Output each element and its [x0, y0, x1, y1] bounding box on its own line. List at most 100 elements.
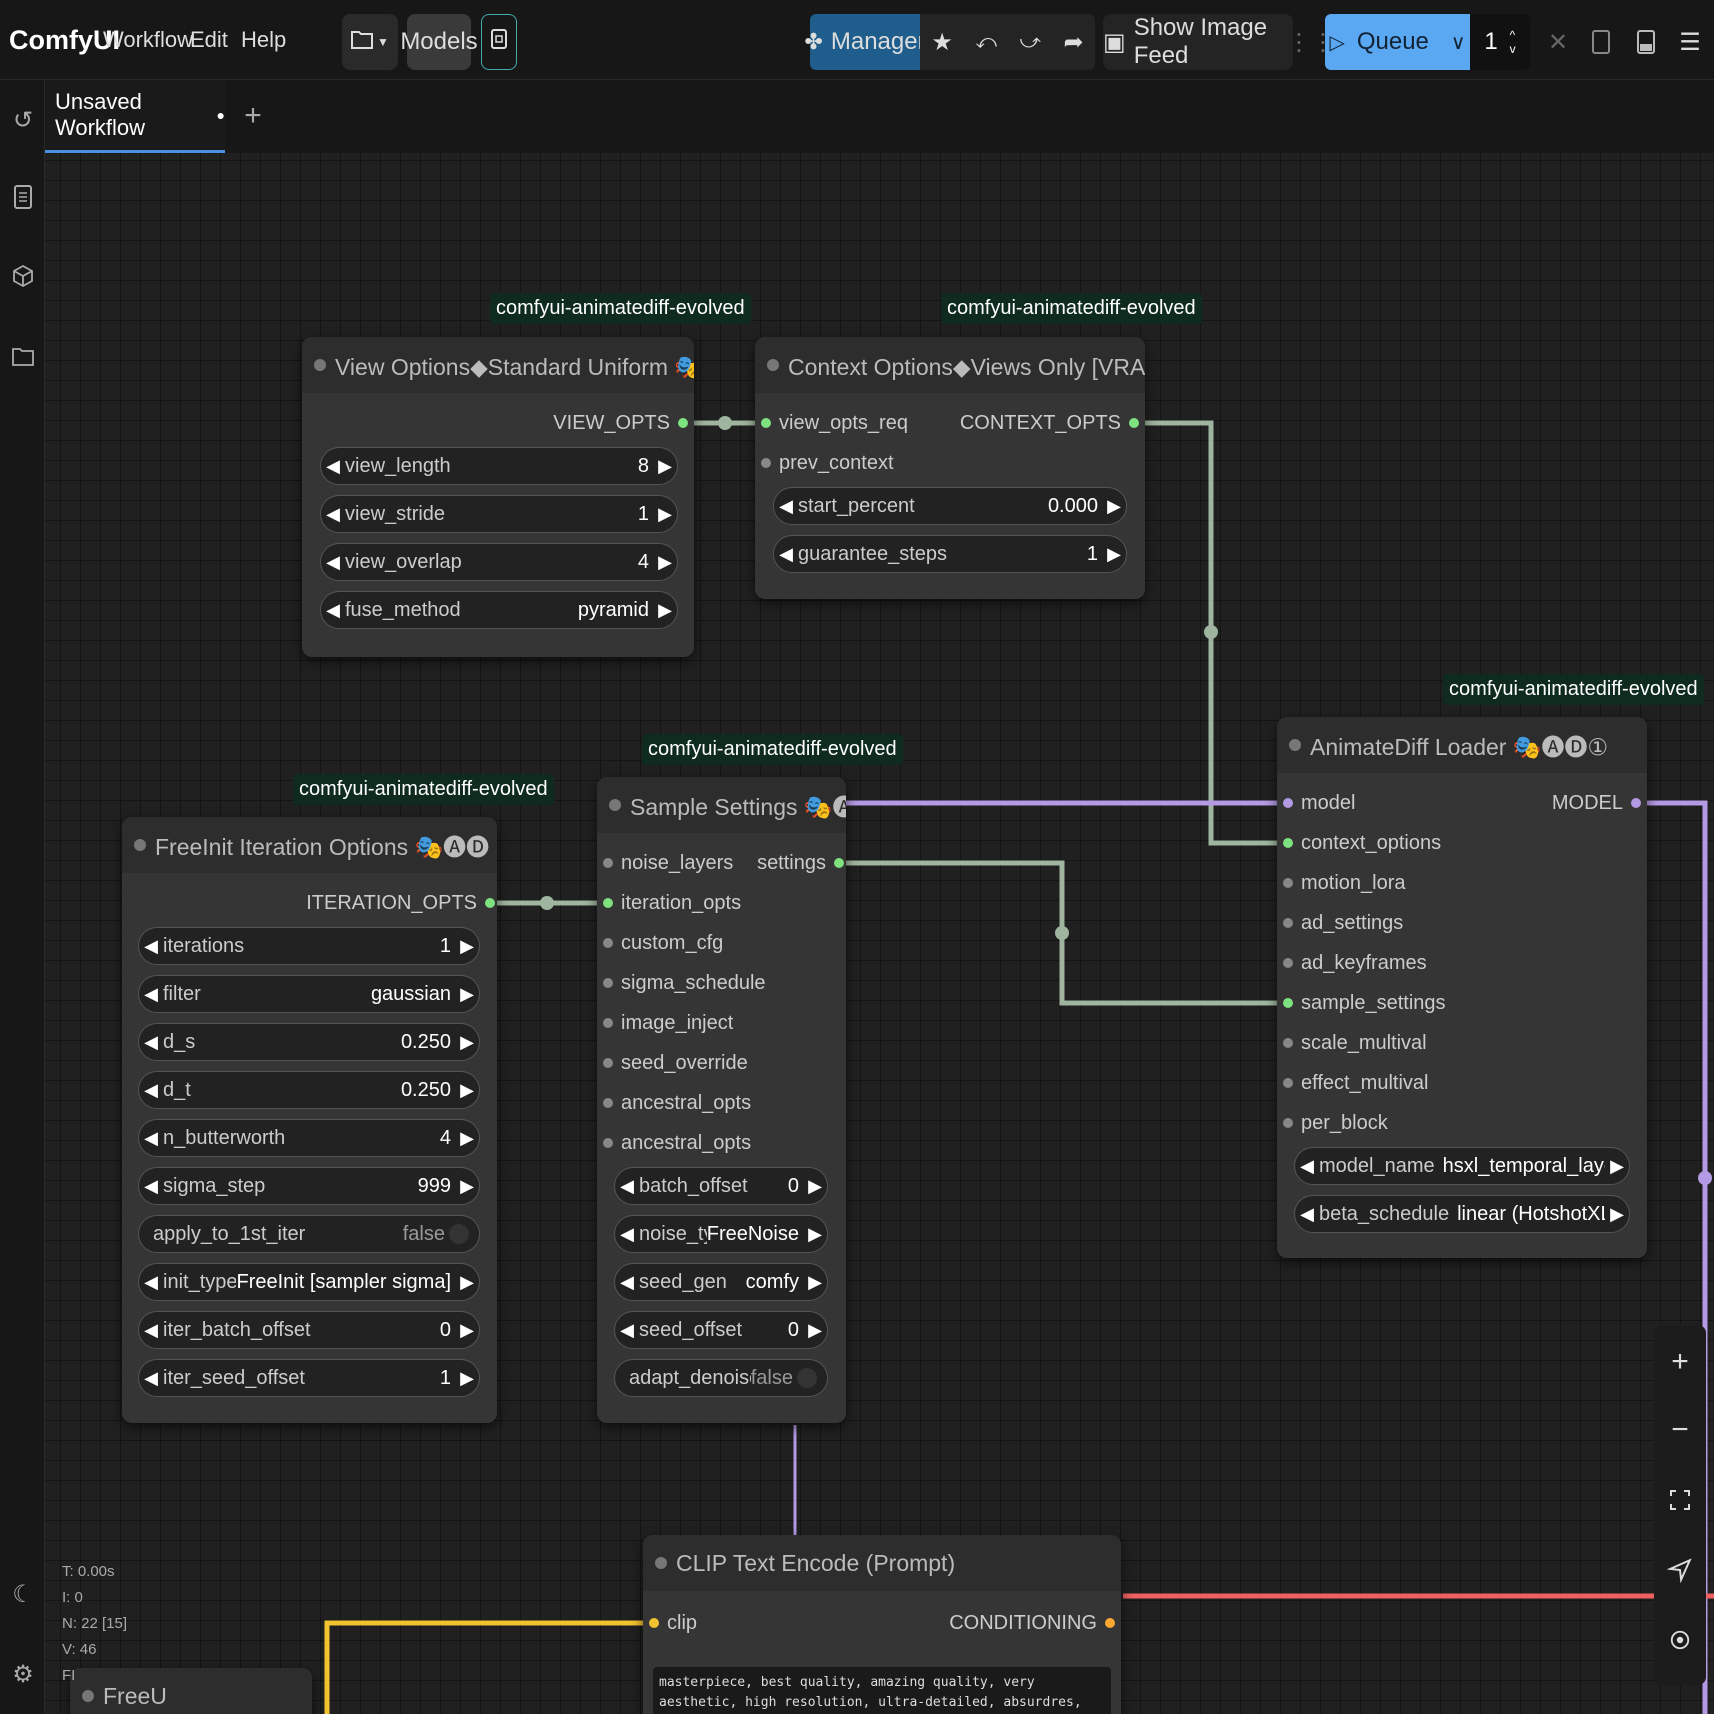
node-context-options[interactable]: Context Options◆Views Only [VRAM⇈] 🎭🅐🅓 v… — [755, 337, 1145, 599]
widget-value[interactable]: 0 — [787, 1318, 799, 1341]
slot-dot[interactable] — [603, 1138, 613, 1148]
widget-batch-offset[interactable]: ◀ batch_offset 0 ▶ — [614, 1167, 828, 1205]
widget-value[interactable]: 1 — [439, 1366, 451, 1389]
output-slot-iteration-opts[interactable]: ITERATION_OPTS — [306, 888, 495, 918]
node-freeu[interactable]: FreeU — [70, 1668, 312, 1714]
undo-icon[interactable]: ⤺ — [975, 30, 997, 53]
chevron-down-icon[interactable]: ∨ — [1450, 31, 1466, 54]
increment-arrow-icon[interactable]: ▶ — [658, 599, 672, 620]
input-slot-scale-multival[interactable]: scale_multival — [1283, 1028, 1427, 1058]
slot-dot[interactable] — [603, 858, 613, 868]
toggle-knob[interactable] — [797, 1368, 817, 1388]
widget-value[interactable]: 0.000 — [1047, 494, 1098, 517]
increment-arrow-icon[interactable]: ▶ — [460, 1127, 474, 1148]
input-slot-ad-settings[interactable]: ad_settings — [1283, 908, 1403, 938]
increment-arrow-icon[interactable]: ▶ — [460, 983, 474, 1004]
slot-dot[interactable] — [1283, 998, 1293, 1008]
decrement-arrow-icon[interactable]: ◀ — [326, 599, 340, 620]
stepper-arrows-icon[interactable]: ^ v — [1509, 28, 1516, 56]
decrement-arrow-icon[interactable]: ◀ — [620, 1319, 634, 1340]
toggle-adapt-denoise-steps[interactable]: adapt_denoise_stepsfalse — [614, 1359, 828, 1397]
toggle-apply-to-1st-iter[interactable]: apply_to_1st_iter false — [138, 1215, 480, 1253]
widget-start-percent[interactable]: ◀ start_percent 0.000 ▶ — [773, 487, 1127, 525]
widget-view-stride[interactable]: ◀ view_stride 1 ▶ — [320, 495, 678, 533]
node-title[interactable]: CLIP Text Encode (Prompt) — [643, 1535, 1121, 1591]
widget-value[interactable]: FreeInit [sampler sigma] — [236, 1270, 451, 1293]
input-slot-custom-cfg[interactable]: custom_cfg — [603, 928, 723, 958]
hamburger-icon[interactable]: ☰ — [1679, 28, 1701, 56]
widget-value[interactable]: 1 — [637, 502, 649, 525]
decrement-arrow-icon[interactable]: ◀ — [144, 1031, 158, 1052]
input-slot-image-inject[interactable]: image_inject — [603, 1008, 733, 1038]
bottom-panel-icon[interactable] — [1628, 14, 1664, 70]
widget-value[interactable]: hsxl_temporal_layers.f16.saf... — [1442, 1154, 1605, 1177]
share-icon[interactable]: ➦ — [1063, 28, 1084, 56]
queue-button[interactable]: ▷ Queue ∨ — [1325, 14, 1470, 70]
input-slot-motion-lora[interactable]: motion_lora — [1283, 868, 1406, 898]
decrement-arrow-icon[interactable]: ◀ — [144, 1175, 158, 1196]
queue-count-value[interactable]: 1 — [1484, 28, 1498, 55]
widget-guarantee-steps[interactable]: ◀ guarantee_steps 1 ▶ — [773, 535, 1127, 573]
widget-iter-seed-offset[interactable]: ◀ iter_seed_offset 1 ▶ — [138, 1359, 480, 1397]
menu-edit[interactable]: Edit — [190, 27, 228, 52]
increment-arrow-icon[interactable]: ▶ — [1107, 495, 1121, 516]
widget-iter-batch-offset[interactable]: ◀ iter_batch_offset 0 ▶ — [138, 1311, 480, 1349]
increment-arrow-icon[interactable]: ▶ — [1610, 1203, 1624, 1224]
prompt-textarea[interactable]: masterpiece, best quality, amazing quali… — [653, 1667, 1111, 1714]
slot-dot[interactable] — [603, 978, 613, 988]
widget-value[interactable]: 4 — [439, 1126, 451, 1149]
decrement-arrow-icon[interactable]: ◀ — [779, 495, 793, 516]
slot-dot[interactable] — [485, 898, 495, 908]
decrement-arrow-icon[interactable]: ◀ — [144, 935, 158, 956]
decrement-arrow-icon[interactable]: ◀ — [144, 983, 158, 1004]
widget-value[interactable]: gaussian — [370, 982, 451, 1005]
collapse-dot[interactable] — [767, 359, 779, 371]
increment-arrow-icon[interactable]: ▶ — [658, 503, 672, 524]
input-slot-context-options[interactable]: context_options — [1283, 828, 1441, 858]
widget-value[interactable]: 8 — [637, 454, 649, 477]
node-animatediff-loader[interactable]: AnimateDiff Loader 🎭🅐🅓① model context_op… — [1277, 717, 1647, 1258]
layout-icon[interactable] — [1583, 14, 1619, 70]
increment-arrow-icon[interactable]: ▶ — [808, 1271, 822, 1292]
input-slot-effect-multival[interactable]: effect_multival — [1283, 1068, 1428, 1098]
slot-dot[interactable] — [1283, 958, 1293, 968]
input-slot-clip[interactable]: clip — [649, 1608, 697, 1638]
increment-arrow-icon[interactable]: ▶ — [460, 1319, 474, 1340]
increment-arrow-icon[interactable]: ▶ — [1610, 1155, 1624, 1176]
widget-filter[interactable]: ◀ filter gaussian ▶ — [138, 975, 480, 1013]
zoom-in-plus-icon[interactable]: + — [1671, 1345, 1689, 1378]
decrement-arrow-icon[interactable]: ◀ — [620, 1223, 634, 1244]
toggle-knob[interactable] — [449, 1224, 469, 1244]
slot-dot[interactable] — [1283, 918, 1293, 928]
slot-dot[interactable] — [1129, 418, 1139, 428]
widget-value[interactable]: comfy — [745, 1270, 799, 1293]
increment-arrow-icon[interactable]: ▶ — [460, 1367, 474, 1388]
input-slot-ancestral-opts-2[interactable]: ancestral_opts — [603, 1128, 751, 1158]
widget-beta-schedule[interactable]: ◀beta_schedule linear (HotshotXL/default)… — [1294, 1195, 1630, 1233]
widget-view-length[interactable]: ◀ view_length 8 ▶ — [320, 447, 678, 485]
node-title[interactable]: Sample Settings 🎭🅐🅓 — [597, 777, 846, 833]
increment-arrow-icon[interactable]: ▶ — [1107, 543, 1121, 564]
menu-help[interactable]: Help — [241, 27, 287, 52]
slot-dot[interactable] — [1283, 878, 1293, 888]
increment-arrow-icon[interactable]: ▶ — [808, 1223, 822, 1244]
widget-value[interactable]: 0 — [439, 1318, 451, 1341]
input-slot-prev-context[interactable]: prev_context — [761, 448, 894, 478]
zoom-out-minus-icon[interactable]: − — [1671, 1413, 1689, 1446]
widget-n-butterworth[interactable]: ◀ n_butterworth 4 ▶ — [138, 1119, 480, 1157]
input-slot-ancestral-opts[interactable]: ancestral_opts — [603, 1088, 751, 1118]
model-library-icon[interactable] — [8, 264, 38, 294]
slot-dot[interactable] — [1283, 1118, 1293, 1128]
locate-icon[interactable] — [1654, 1545, 1706, 1595]
collapse-dot[interactable] — [82, 1690, 94, 1702]
decrement-arrow-icon[interactable]: ◀ — [620, 1175, 634, 1196]
input-slot-sample-settings[interactable]: sample_settings — [1283, 988, 1446, 1018]
increment-arrow-icon[interactable]: ▶ — [460, 1175, 474, 1196]
decrement-arrow-icon[interactable]: ◀ — [620, 1271, 634, 1292]
widget-model-name[interactable]: ◀model_name hsxl_temporal_layers.f16.saf.… — [1294, 1147, 1630, 1185]
drag-handle-icon[interactable]: ⋮⋮ — [1287, 28, 1335, 56]
slot-dot[interactable] — [1283, 1078, 1293, 1088]
node-title[interactable]: FreeU — [70, 1668, 312, 1714]
input-slot-view-opts-req[interactable]: view_opts_req — [761, 408, 908, 438]
tab-unsaved-workflow[interactable]: Unsaved Workflow ● — [45, 80, 225, 153]
